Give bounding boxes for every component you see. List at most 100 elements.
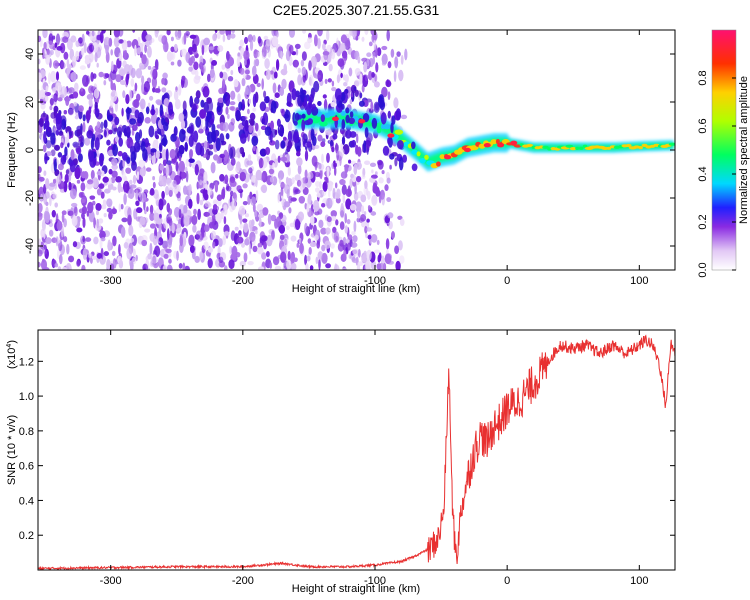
noise-speck	[289, 30, 295, 38]
noise-speck	[41, 71, 44, 76]
noise-speck	[352, 248, 359, 255]
ridge-blob	[319, 121, 328, 127]
noise-speck	[318, 259, 321, 270]
snr-frame	[37, 329, 676, 571]
noise-speck	[377, 159, 383, 166]
noise-speck	[87, 253, 93, 259]
noise-speck	[318, 163, 322, 170]
noise-speck	[371, 174, 378, 179]
ridge-speck	[252, 93, 257, 108]
noise-speck	[76, 259, 81, 267]
noise-speck	[371, 72, 375, 78]
ridge-speck	[163, 121, 169, 132]
noise-speck	[328, 181, 334, 186]
noise-speck	[192, 43, 197, 53]
noise-speck	[190, 245, 195, 254]
noise-speck	[166, 264, 173, 270]
noise-speck	[144, 117, 151, 124]
noise-speck	[122, 158, 125, 168]
noise-speck	[272, 162, 275, 169]
noise-speck	[259, 217, 262, 228]
noise-speck	[224, 265, 228, 270]
noise-speck	[228, 259, 235, 270]
noise-speck	[78, 192, 83, 198]
noise-speck	[318, 219, 324, 229]
noise-speck	[193, 208, 197, 216]
noise-speck	[259, 209, 264, 214]
noise-speck	[164, 42, 169, 52]
noise-speck	[364, 225, 368, 234]
noise-speck	[170, 61, 175, 66]
noise-speck	[208, 144, 214, 150]
noise-speck	[324, 78, 328, 84]
ridge-speck	[307, 118, 313, 125]
noise-speck	[215, 212, 222, 224]
ridge-speck	[345, 114, 350, 124]
noise-speck	[103, 213, 107, 218]
ridge-peak	[358, 119, 366, 124]
noise-speck	[139, 98, 146, 110]
noise-speck	[180, 171, 187, 179]
noise-speck	[143, 81, 150, 93]
noise-speck	[364, 183, 368, 190]
noise-speck	[345, 198, 352, 210]
noise-speck	[280, 251, 287, 263]
noise-speck	[275, 30, 279, 38]
noise-speck	[229, 147, 233, 159]
noise-speck	[188, 184, 192, 196]
noise-speck	[103, 80, 107, 86]
noise-speck	[329, 139, 334, 147]
noise-speck	[70, 35, 77, 43]
noise-speck	[335, 142, 338, 154]
ridge-speck	[61, 118, 67, 130]
noise-speck	[304, 202, 308, 210]
snr-exponent: (x104)	[6, 340, 18, 369]
noise-speck	[151, 76, 157, 89]
noise-speck	[296, 242, 300, 248]
noise-speck	[252, 144, 256, 152]
noise-speck	[149, 242, 153, 255]
noise-speck	[361, 57, 368, 62]
ridge-speck	[94, 137, 100, 151]
noise-speck	[113, 30, 120, 38]
noise-speck	[342, 193, 346, 204]
noise-speck	[214, 30, 218, 34]
y-tick-label: 0.6	[19, 461, 34, 473]
noise-speck	[69, 188, 77, 200]
ridge-speck	[387, 137, 391, 145]
noise-speck	[230, 157, 236, 166]
noise-speck	[204, 201, 211, 208]
noise-speck	[239, 39, 244, 47]
noise-speck	[176, 250, 179, 261]
noise-speck	[106, 259, 111, 270]
noise-speck	[179, 213, 184, 219]
noise-speck	[57, 152, 63, 158]
ridge-speck	[77, 153, 83, 163]
ridge-speck	[195, 116, 202, 128]
noise-speck	[263, 35, 269, 40]
noise-speck	[294, 43, 301, 50]
noise-speck	[255, 58, 260, 67]
ridge-speck	[60, 154, 67, 165]
noise-speck	[230, 176, 236, 183]
noise-speck	[41, 259, 47, 270]
noise-speck	[311, 155, 318, 167]
noise-speck	[279, 86, 285, 96]
noise-speck	[214, 181, 218, 193]
noise-speck	[217, 199, 222, 206]
noise-speck	[64, 173, 69, 183]
noise-speck	[218, 238, 223, 247]
ridge-speck	[188, 135, 194, 148]
noise-speck	[194, 164, 199, 176]
noise-speck	[320, 227, 327, 235]
noise-speck	[354, 67, 361, 76]
ridge-speck	[145, 106, 150, 115]
noise-speck	[158, 142, 163, 153]
noise-speck	[144, 44, 148, 54]
noise-speck	[336, 74, 340, 84]
noise-speck	[104, 73, 110, 79]
noise-speck	[386, 177, 391, 184]
noise-speck	[251, 175, 257, 183]
ridge-blob	[327, 111, 336, 117]
noise-speck	[139, 167, 146, 177]
